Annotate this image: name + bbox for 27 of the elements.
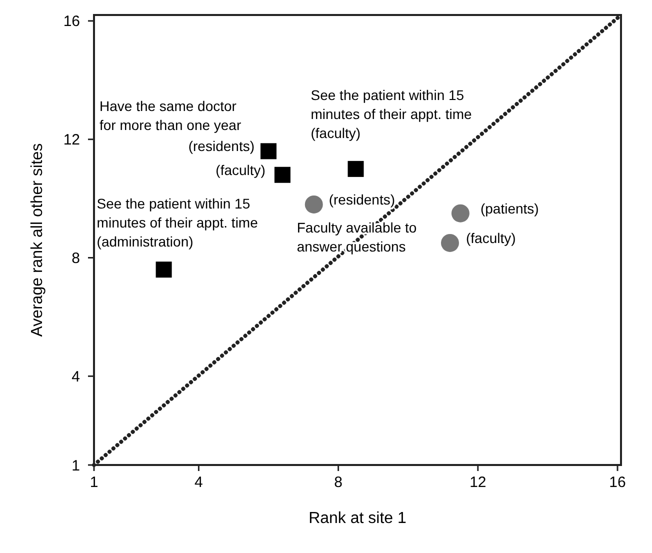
x-tick-label: 4 <box>194 474 203 491</box>
annotation: (faculty) <box>466 230 516 246</box>
point <box>156 262 172 278</box>
point <box>260 143 277 160</box>
y-tick-label: 12 <box>63 132 80 149</box>
y-axis-title: Average rank all other sites <box>29 143 46 337</box>
y-tick-label: 16 <box>63 13 80 30</box>
x-axis-title: Rank at site 1 <box>308 510 407 527</box>
annotation: See the patient within 15 minutes of their appt. time (administration) <box>96 196 258 250</box>
point <box>304 195 323 214</box>
annotation: Have the same doctor for more than one year <box>100 98 242 134</box>
annotation: (patients) <box>480 200 539 216</box>
point <box>451 204 470 222</box>
point <box>348 160 364 177</box>
y-tick-label: 4 <box>72 368 80 386</box>
point <box>440 234 459 252</box>
x-tick-label: 1 <box>90 474 98 491</box>
x-tick-label: 16 <box>609 474 626 491</box>
y-tick-label: 8 <box>72 250 80 268</box>
annotation: (residents) <box>188 138 255 154</box>
x-tick-label: 12 <box>470 474 486 491</box>
point <box>274 166 290 183</box>
annotation: (residents) <box>328 191 396 208</box>
y-tick-label: 1 <box>72 457 80 474</box>
x-tick-label: 8 <box>334 474 342 491</box>
annotation: See the patient within 15 minutes of their appt. time (faculty) <box>310 86 472 141</box>
annotation: (faculty) <box>216 162 266 178</box>
